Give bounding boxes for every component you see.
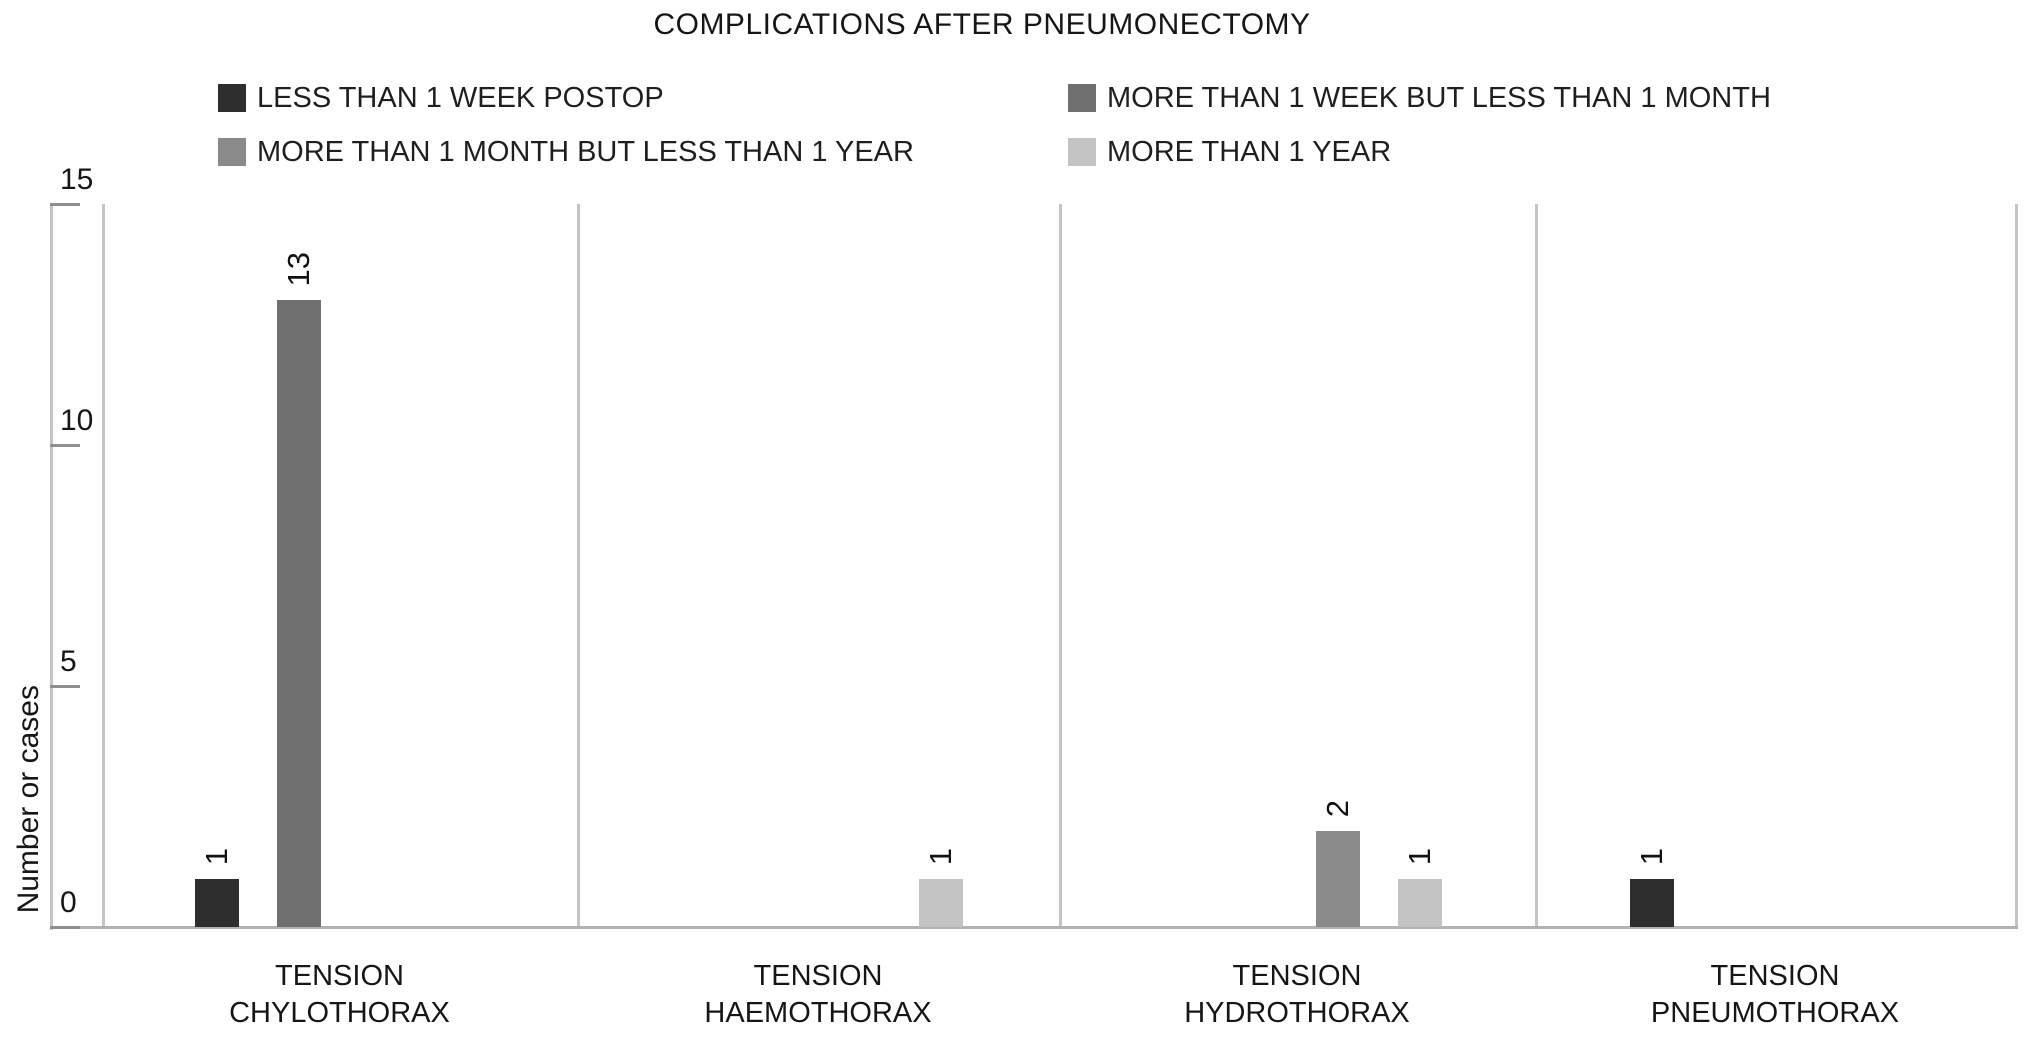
bar-value-label: 1 [1634, 847, 1669, 865]
x-category-label: TENSION PNEUMOTHORAX [1650, 960, 1900, 1029]
bar [194, 879, 239, 927]
bar [276, 300, 321, 927]
legend-label: MORE THAN 1 MONTH BUT LESS THAN 1 YEAR [257, 135, 914, 168]
y-tick-mark [50, 685, 80, 688]
y-tick-mark [50, 926, 80, 929]
legend-label: MORE THAN 1 YEAR [1107, 135, 1392, 168]
panel-border-line [1535, 204, 1538, 927]
legend-item: MORE THAN 1 MONTH BUT LESS THAN 1 YEAR [218, 136, 914, 168]
panel-border-line [102, 204, 105, 927]
y-axis-line [50, 204, 53, 930]
legend-item: LESS THAN 1 WEEK POSTOP [218, 82, 664, 114]
chart-title: COMPLICATIONS AFTER PNEUMONECTOMY [653, 8, 1311, 41]
bar-value-label: 1 [198, 847, 234, 865]
x-category-label: TENSION HYDROTHORAX [1184, 960, 1410, 1029]
legend-swatch-icon [1068, 138, 1096, 166]
bar [919, 879, 963, 927]
y-tick-label: 0 [60, 886, 77, 919]
y-tick-label: 15 [60, 163, 94, 196]
legend-label: MORE THAN 1 WEEK BUT LESS THAN 1 MONTH [1107, 81, 1771, 114]
y-tick-label: 10 [60, 404, 94, 437]
legend-item: MORE THAN 1 WEEK BUT LESS THAN 1 MONTH [1068, 82, 1771, 114]
bar [1316, 831, 1360, 927]
bar [1630, 879, 1674, 927]
y-axis-title: Number or cases [12, 684, 45, 913]
legend-swatch-icon [218, 84, 246, 112]
legend-item: MORE THAN 1 YEAR [1068, 136, 1391, 168]
panel-border-line [1059, 204, 1062, 927]
x-category-label: TENSION HAEMOTHORAX [704, 960, 932, 1029]
legend-swatch-icon [218, 138, 246, 166]
legend-label: LESS THAN 1 WEEK POSTOP [257, 81, 664, 114]
y-tick-mark [50, 444, 80, 447]
bar-value-label: 1 [923, 847, 958, 865]
panel-border-line [577, 204, 580, 927]
y-tick-mark [50, 203, 80, 206]
bar-value-label: 2 [1320, 799, 1355, 817]
y-tick-label: 5 [60, 645, 77, 678]
bar [1398, 879, 1442, 927]
x-category-label: TENSION CHYLOTHORAX [229, 960, 450, 1029]
legend-swatch-icon [1068, 84, 1096, 112]
x-axis-baseline [50, 926, 2018, 929]
bar-value-label: 1 [1402, 847, 1437, 865]
bar-value-label: 13 [280, 251, 316, 286]
panel-border-line [2015, 204, 2018, 927]
